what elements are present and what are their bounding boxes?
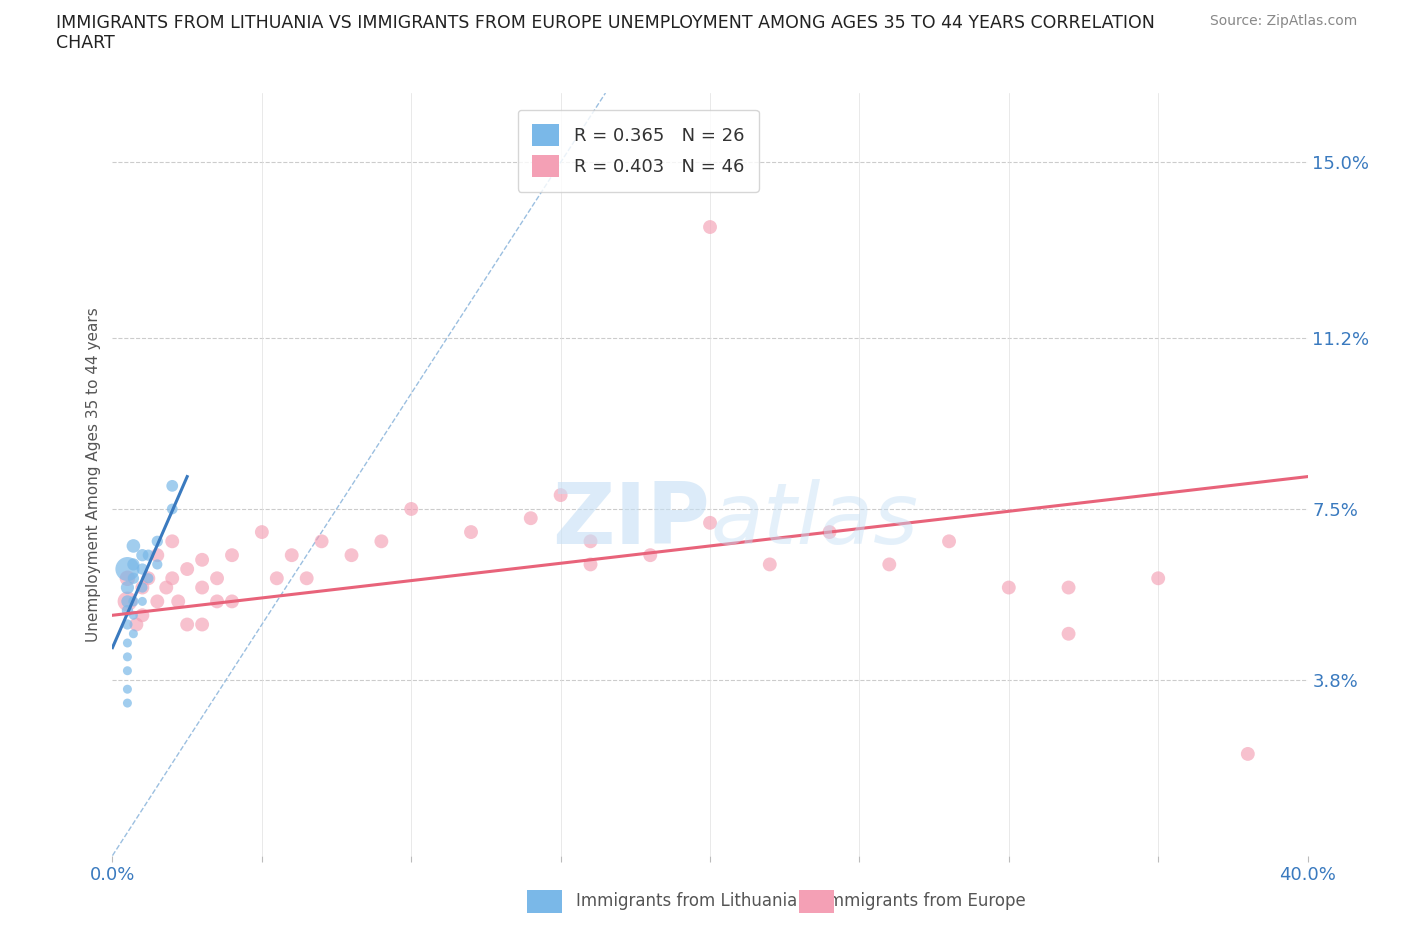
Point — [998, 580, 1021, 595]
Point — [460, 525, 482, 539]
Point — [146, 534, 169, 549]
Point — [117, 649, 139, 664]
Y-axis label: Unemployment Among Ages 35 to 44 years: Unemployment Among Ages 35 to 44 years — [86, 307, 101, 642]
Point — [131, 580, 153, 595]
Point — [205, 594, 228, 609]
Point — [191, 618, 214, 632]
Point — [117, 562, 139, 577]
Point — [205, 571, 228, 586]
Point — [146, 594, 169, 609]
Point — [122, 626, 145, 641]
Point — [579, 557, 602, 572]
Point — [146, 548, 169, 563]
Text: IMMIGRANTS FROM LITHUANIA VS IMMIGRANTS FROM EUROPE UNEMPLOYMENT AMONG AGES 35 T: IMMIGRANTS FROM LITHUANIA VS IMMIGRANTS … — [56, 14, 1156, 32]
Point — [131, 594, 153, 609]
Point — [550, 487, 572, 502]
Point — [122, 538, 145, 553]
Point — [146, 557, 169, 572]
Point — [176, 618, 198, 632]
Point — [311, 534, 333, 549]
Point — [520, 511, 543, 525]
Point — [117, 571, 139, 586]
Point — [699, 219, 721, 234]
Point — [759, 557, 782, 572]
Point — [1237, 747, 1260, 762]
Point — [131, 580, 153, 595]
Point — [640, 548, 662, 563]
Point — [122, 571, 145, 586]
Point — [266, 571, 288, 586]
Point — [818, 525, 841, 539]
Point — [1057, 626, 1080, 641]
Point — [340, 548, 363, 563]
Point — [401, 501, 423, 516]
Text: atlas: atlas — [710, 479, 918, 562]
Point — [221, 548, 243, 563]
Point — [699, 515, 721, 530]
Point — [117, 696, 139, 711]
Point — [162, 534, 183, 549]
Point — [117, 663, 139, 678]
Point — [117, 594, 139, 609]
Point — [138, 548, 160, 563]
Point — [176, 562, 198, 577]
Point — [191, 580, 214, 595]
Point — [370, 534, 392, 549]
Point — [250, 525, 273, 539]
Text: ZIP: ZIP — [553, 479, 710, 562]
Text: CHART: CHART — [56, 34, 115, 52]
Point — [131, 548, 153, 563]
Point — [155, 580, 177, 595]
Point — [131, 608, 153, 623]
Point — [117, 682, 139, 697]
Text: Immigrants from Europe: Immigrants from Europe — [823, 892, 1025, 910]
Point — [117, 635, 139, 650]
Point — [1147, 571, 1170, 586]
Point — [162, 571, 183, 586]
Point — [117, 580, 139, 595]
Legend: R = 0.365   N = 26, R = 0.403   N = 46: R = 0.365 N = 26, R = 0.403 N = 46 — [517, 110, 759, 192]
Point — [138, 571, 160, 586]
Point — [879, 557, 901, 572]
Point — [191, 552, 214, 567]
Point — [938, 534, 960, 549]
Point — [167, 594, 190, 609]
Point — [281, 548, 304, 563]
Point — [117, 594, 139, 609]
Point — [122, 608, 145, 623]
Text: Source: ZipAtlas.com: Source: ZipAtlas.com — [1209, 14, 1357, 28]
Point — [162, 478, 183, 493]
Point — [125, 618, 148, 632]
Point — [579, 534, 602, 549]
Point — [1057, 580, 1080, 595]
Point — [162, 501, 183, 516]
Point — [117, 604, 139, 618]
Point — [122, 594, 145, 609]
Point — [122, 557, 145, 572]
Point — [295, 571, 318, 586]
Point — [138, 571, 160, 586]
Point — [221, 594, 243, 609]
Point — [131, 562, 153, 577]
Point — [117, 618, 139, 632]
Text: Immigrants from Lithuania: Immigrants from Lithuania — [576, 892, 797, 910]
